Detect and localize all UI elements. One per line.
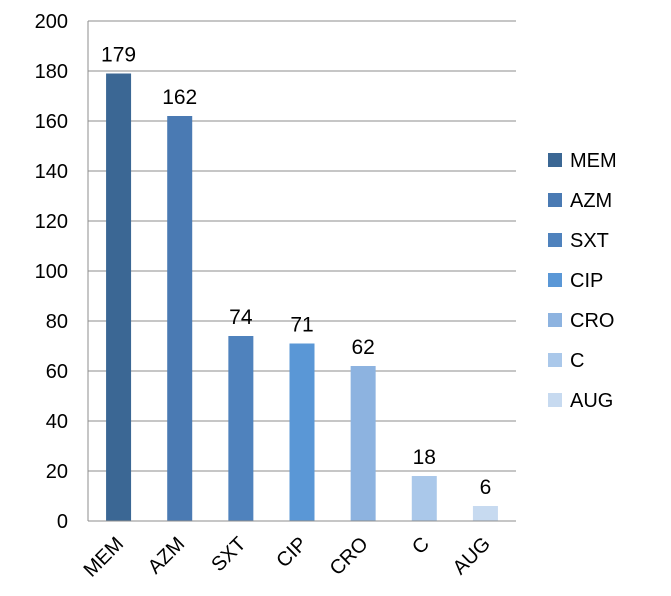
- bar-mem: [106, 73, 132, 521]
- bar-cip: [289, 343, 315, 521]
- legend-item: AUG: [548, 390, 613, 412]
- legend: MEM AZM SXT CIP CRO C AUG: [548, 150, 617, 412]
- x-tick-label: AZM: [144, 533, 189, 578]
- y-tick-label: 160: [35, 111, 68, 133]
- gridlines: [88, 20, 516, 522]
- legend-swatch: [548, 353, 562, 367]
- bar-azm: [167, 116, 193, 521]
- x-tick-label: CRO: [326, 533, 373, 580]
- data-label: 179: [101, 44, 136, 67]
- data-label: 62: [351, 336, 374, 359]
- legend-swatch: [548, 233, 562, 247]
- x-tick-label: MEM: [80, 533, 129, 582]
- legend-swatch: [548, 393, 562, 407]
- data-label: 162: [162, 86, 197, 109]
- legend-label: AUG: [570, 390, 613, 412]
- x-tick-label: AUG: [449, 533, 495, 579]
- legend-swatch: [548, 313, 562, 327]
- legend-label: C: [570, 350, 584, 372]
- bar-c: [411, 476, 437, 521]
- x-tick-label: CIP: [272, 533, 311, 572]
- legend-item: C: [548, 350, 584, 372]
- legend-swatch: [548, 193, 562, 207]
- legend-item: MEM: [548, 150, 617, 172]
- legend-swatch: [548, 153, 562, 167]
- legend-item: AZM: [548, 190, 612, 212]
- legend-item: CIP: [548, 270, 603, 292]
- legend-label: SXT: [570, 230, 609, 252]
- y-tick-label: 0: [57, 511, 68, 533]
- bar-sxt: [228, 336, 254, 521]
- bar-aug: [472, 506, 498, 521]
- bars: [106, 73, 498, 521]
- y-tick-label: 140: [35, 161, 68, 183]
- data-labels: 179 162 74 71 62 18 6: [101, 44, 491, 500]
- y-tick-label: 80: [46, 311, 68, 333]
- data-label: 6: [480, 476, 492, 499]
- data-label: 74: [229, 306, 253, 329]
- legend-item: CRO: [548, 310, 614, 332]
- legend-label: MEM: [570, 150, 617, 172]
- y-tick-label: 200: [35, 11, 68, 33]
- y-tick-label: 120: [35, 211, 68, 233]
- x-tick-label: C: [408, 533, 434, 559]
- data-label: 18: [413, 446, 436, 469]
- y-tick-label: 20: [46, 461, 68, 483]
- data-label: 71: [290, 314, 313, 337]
- bar-cro: [350, 366, 376, 521]
- y-tick-label: 180: [35, 61, 68, 83]
- y-tick-label: 40: [46, 411, 68, 433]
- legend-label: CIP: [570, 270, 603, 292]
- legend-swatch: [548, 273, 562, 287]
- y-tick-label: 60: [46, 361, 68, 383]
- y-tick-label: 100: [35, 261, 68, 283]
- legend-label: CRO: [570, 310, 614, 332]
- legend-item: SXT: [548, 230, 609, 252]
- legend-label: AZM: [570, 190, 612, 212]
- x-tick-label: SXT: [207, 533, 250, 576]
